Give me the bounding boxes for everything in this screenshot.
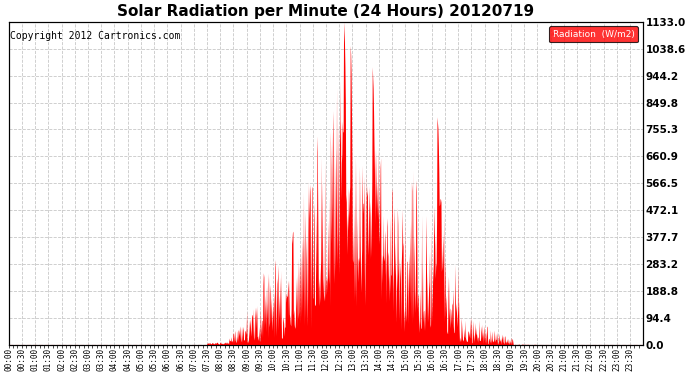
Title: Solar Radiation per Minute (24 Hours) 20120719: Solar Radiation per Minute (24 Hours) 20… (117, 4, 534, 19)
Text: Copyright 2012 Cartronics.com: Copyright 2012 Cartronics.com (10, 32, 180, 41)
Legend: Radiation  (W/m2): Radiation (W/m2) (549, 26, 638, 42)
